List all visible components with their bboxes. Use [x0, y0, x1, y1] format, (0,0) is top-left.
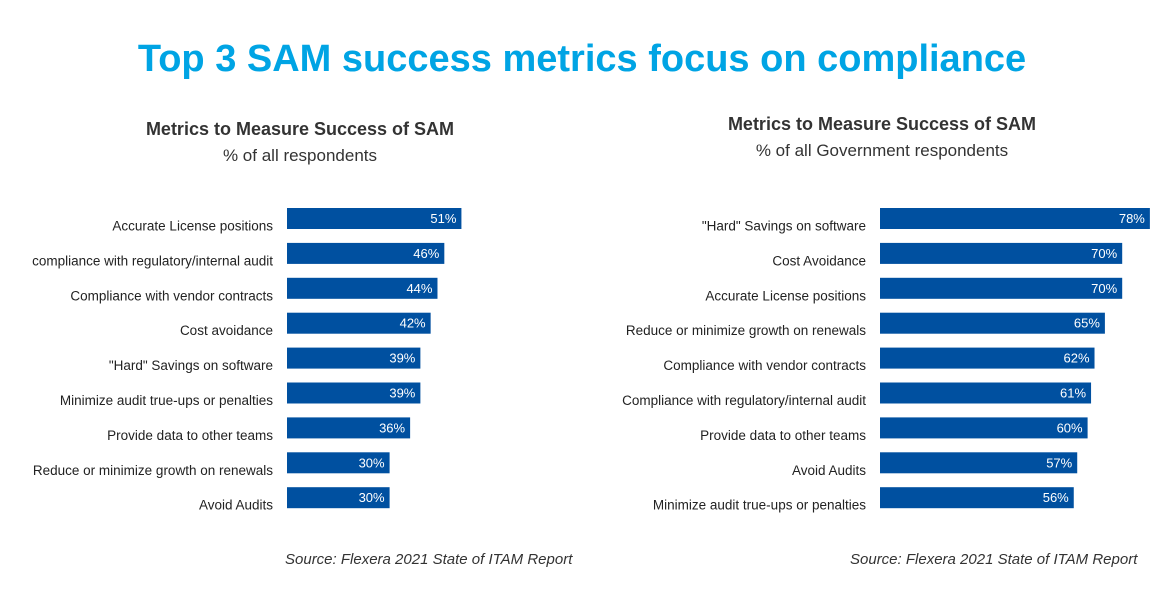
bar	[287, 347, 421, 369]
category-label: "Hard" Savings on software	[109, 358, 273, 373]
category-label: Provide data to other teams	[700, 428, 866, 443]
value-label: 42%	[400, 316, 426, 331]
value-label: 30%	[359, 490, 385, 505]
category-label: Reduce or minimize growth on renewals	[626, 323, 866, 338]
chart-subtitle: % of all respondents	[222, 146, 378, 165]
bar	[880, 347, 1095, 369]
category-label: Accurate License positions	[705, 288, 866, 303]
chart-title: Metrics to Measure Success of SAM	[727, 114, 1037, 134]
bar	[287, 452, 390, 474]
value-label: 46%	[413, 246, 439, 261]
bar	[880, 417, 1088, 439]
bar	[287, 242, 445, 264]
value-label: 70%	[1091, 246, 1117, 261]
bar	[287, 417, 411, 439]
value-label: 60%	[1057, 420, 1083, 435]
category-label: Minimize audit true-ups or penalties	[653, 498, 866, 513]
value-label: 56%	[1043, 490, 1069, 505]
category-label: Compliance with vendor contracts	[663, 358, 866, 373]
bar	[287, 208, 462, 229]
value-label: 36%	[379, 420, 405, 435]
category-label: Cost Avoidance	[772, 253, 866, 268]
category-label: Provide data to other teams	[107, 428, 273, 443]
bar-chart-government-respondents: "Hard" Savings on software 78% Cost Avoida…	[622, 208, 1150, 513]
category-label: Accurate License positions	[112, 219, 273, 234]
category-label: Avoid Audits	[792, 463, 866, 478]
bar	[880, 277, 1123, 299]
value-label: 78%	[1119, 211, 1145, 226]
value-label: 61%	[1060, 386, 1086, 401]
value-label: 62%	[1063, 351, 1089, 366]
bar	[880, 452, 1078, 474]
value-label: 30%	[359, 455, 385, 470]
value-label: 51%	[430, 211, 456, 226]
category-label: Cost avoidance	[180, 323, 273, 338]
bar	[880, 487, 1074, 509]
chart-source: Source: Flexera 2021 State of ITAM Repor…	[285, 551, 573, 568]
bar	[880, 208, 1150, 229]
category-label: Reduce or minimize growth on renewals	[33, 463, 273, 478]
category-label: Compliance with regulatory/internal audi…	[622, 393, 866, 408]
page-title: Top 3 SAM success metrics focus on compl…	[137, 38, 1027, 80]
value-label: 65%	[1074, 316, 1100, 331]
category-label: Minimize audit true-ups or penalties	[60, 393, 273, 408]
bar-chart-all-respondents: Accurate License positions 51% compliance …	[32, 208, 462, 513]
value-label: 39%	[389, 351, 415, 366]
chart-source: Source: Flexera 2021 State of ITAM Repor…	[850, 551, 1138, 568]
bar	[287, 277, 438, 299]
bar	[880, 382, 1092, 404]
chart-subtitle: % of all Government respondents	[755, 141, 1009, 160]
category-label: compliance with regulatory/internal audi…	[32, 253, 273, 268]
chart-title: Metrics to Measure Success of SAM	[145, 119, 455, 139]
value-label: 70%	[1091, 281, 1117, 296]
category-label: Compliance with vendor contracts	[70, 288, 273, 303]
value-label: 44%	[406, 281, 432, 296]
bar	[880, 242, 1123, 264]
category-label: Avoid Audits	[199, 498, 273, 513]
bar	[880, 312, 1105, 334]
bar	[287, 487, 390, 509]
bar	[287, 382, 421, 404]
category-label: "Hard" Savings on software	[702, 219, 866, 234]
value-label: 57%	[1046, 455, 1072, 470]
value-label: 39%	[389, 386, 415, 401]
bar	[287, 312, 431, 334]
